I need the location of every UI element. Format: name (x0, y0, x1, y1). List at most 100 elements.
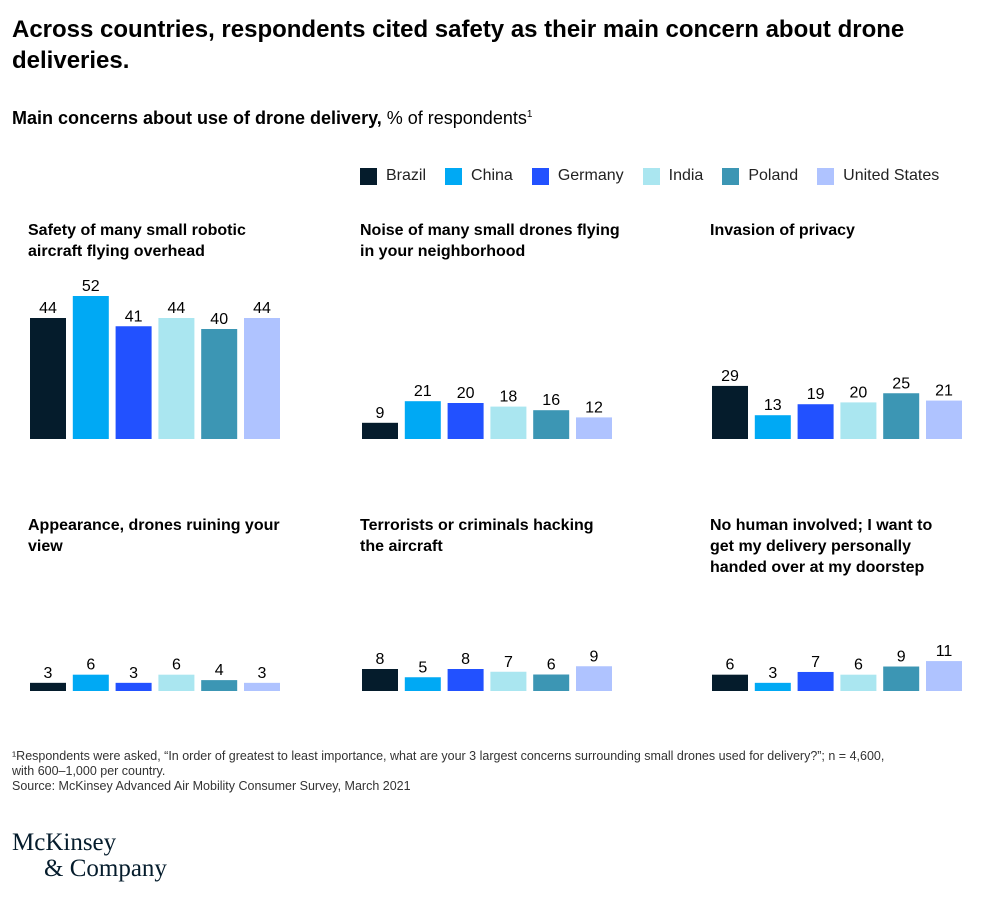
panel-title: Safety of many small robotic aircraft fl… (28, 222, 246, 260)
bar-united-states (926, 661, 962, 691)
bar-germany (115, 682, 152, 691)
chart-panel-4: Appearance, drones ruining your view (28, 515, 298, 557)
data-label: 20 (850, 384, 868, 401)
data-label: 44 (39, 300, 57, 317)
data-label: 8 (376, 651, 385, 668)
legend: Brazil China Germany India Poland United Stat… (360, 167, 958, 185)
subtitle-footnote-mark: 1 (526, 109, 533, 120)
bar-brazil (362, 422, 398, 439)
legend-swatch (642, 167, 660, 185)
data-label: 3 (129, 665, 138, 682)
legend-item-poland: Poland (722, 167, 798, 185)
data-label: 3 (768, 665, 777, 682)
panel-title: Invasion of privacy (710, 222, 855, 239)
subtitle-rest: % of respondents (381, 108, 527, 128)
footnote: ¹Respondents were asked, “In order of gr… (12, 749, 884, 794)
data-label: 6 (172, 657, 181, 674)
bar-united-states (926, 400, 962, 439)
data-label: 3 (258, 665, 267, 682)
legend-item-india: India (642, 167, 704, 185)
bar-india (840, 402, 877, 439)
bar-united-states (244, 682, 280, 691)
data-label: 21 (935, 383, 953, 400)
bar-brazil (362, 669, 398, 691)
bar-poland (533, 674, 570, 691)
mckinsey-logo: McKinsey & Company (12, 830, 167, 882)
bar-united-states (576, 417, 612, 439)
data-label: 6 (726, 657, 735, 674)
data-label: 6 (854, 657, 863, 674)
data-label: 16 (542, 392, 560, 409)
source-note: Source: McKinsey Advanced Air Mobility C… (12, 779, 411, 793)
data-label: 25 (892, 375, 910, 392)
bar-india (490, 671, 527, 691)
chart-panel-5: Terrorists or criminals hacking the airc… (360, 515, 630, 557)
legend-item-china: China (445, 167, 513, 185)
data-label: 4 (215, 662, 224, 679)
bar-india (158, 318, 195, 439)
data-label: 41 (125, 308, 143, 325)
data-label: 44 (253, 300, 271, 317)
bar-brazil (712, 385, 748, 439)
bar-india (158, 674, 195, 691)
data-label: 7 (811, 654, 820, 671)
legend-item-united-states: United States (817, 167, 939, 185)
data-label: 6 (547, 657, 556, 674)
legend-swatch (360, 167, 377, 185)
legend-swatch (445, 167, 463, 185)
data-label: 12 (585, 399, 603, 416)
legend-label: United States (843, 167, 940, 184)
data-label: 29 (721, 368, 739, 385)
bar-india (840, 674, 877, 691)
chart-panel-6: No human involved; I want to get my deli… (710, 515, 980, 578)
legend-swatch (722, 167, 740, 185)
bar-poland (533, 410, 570, 439)
footnote-line2: with 600–1,000 per country. (12, 764, 166, 778)
bar-china (72, 296, 109, 439)
data-label: 9 (897, 649, 906, 666)
bar-germany (447, 403, 484, 439)
data-label: 9 (590, 648, 599, 665)
bar-united-states (244, 318, 280, 439)
bar-poland (201, 329, 238, 439)
bar-germany (115, 326, 152, 439)
bar-brazil (712, 674, 748, 691)
chart-panel-3: Invasion of privacy (710, 220, 980, 241)
panel-title: No human involved; I want to get my deli… (710, 517, 933, 576)
bar-germany (447, 669, 484, 691)
data-label: 5 (418, 659, 427, 676)
legend-label: India (668, 167, 704, 184)
chart-title: Across countries, respondents cited safe… (12, 16, 905, 74)
data-label: 9 (376, 405, 385, 422)
bar-india (490, 406, 527, 439)
legend-swatch (531, 167, 549, 185)
panel-title: Appearance, drones ruining your view (28, 517, 280, 555)
bar-brazil (30, 682, 66, 691)
logo-line2: & Company (44, 855, 167, 882)
bar-poland (883, 393, 920, 439)
bar-germany (797, 404, 834, 439)
data-label: 52 (82, 278, 100, 295)
legend-label: Poland (748, 167, 799, 184)
logo-line1: McKinsey (12, 829, 117, 856)
data-label: 3 (44, 665, 53, 682)
data-label: 44 (168, 300, 186, 317)
legend-swatch (817, 167, 835, 185)
data-label: 21 (414, 383, 432, 400)
data-label: 6 (86, 657, 95, 674)
chart-subtitle: Main concerns about use of drone deliver… (12, 108, 532, 129)
footnote-line1: ¹Respondents were asked, “In order of gr… (12, 749, 885, 763)
data-label: 8 (461, 651, 470, 668)
legend-item-germany: Germany (531, 167, 624, 185)
data-label: 20 (457, 385, 475, 402)
legend-item-brazil: Brazil (360, 167, 426, 185)
legend-label: Brazil (386, 167, 427, 184)
bar-china (754, 415, 791, 439)
legend-label: Germany (557, 167, 624, 184)
panel-title: Terrorists or criminals hacking the airc… (360, 517, 594, 555)
